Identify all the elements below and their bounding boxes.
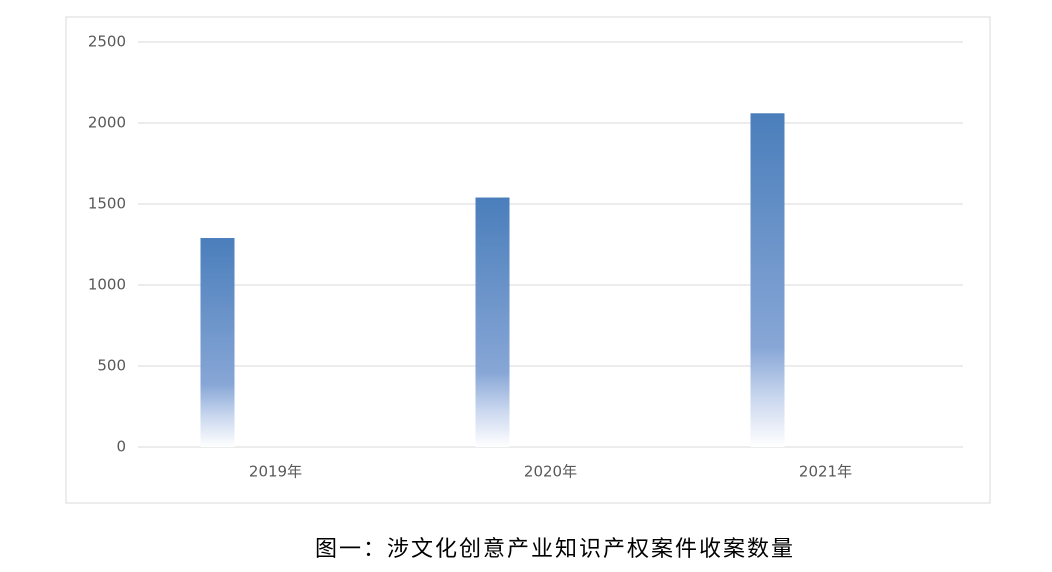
bar [475,197,510,447]
x-tick-label: 2019年 [249,463,302,481]
x-tick-label: 2020年 [524,463,577,481]
bar [200,238,235,447]
y-tick-label: 1000 [88,276,126,294]
y-tick-label: 2500 [88,33,126,51]
bar [750,113,785,447]
y-tick-label: 2000 [88,114,126,132]
caption: 图一：涉文化创意产业知识产权案件收案数量 [315,537,795,562]
y-tick-label: 500 [97,357,126,375]
x-tick-label: 2021年 [799,463,852,481]
y-tick-label: 0 [116,438,126,456]
y-tick-label: 1500 [88,195,126,213]
